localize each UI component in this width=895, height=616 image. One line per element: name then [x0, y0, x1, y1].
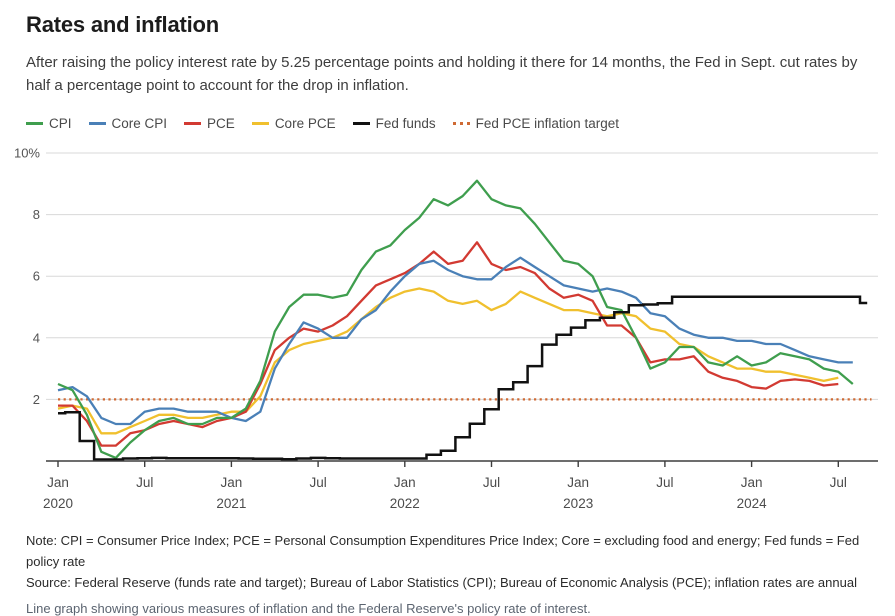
x-axis-month-label: Jul	[656, 475, 673, 490]
x-axis-year-label: 2021	[216, 496, 246, 511]
cpi-line-swatch-icon	[26, 121, 43, 125]
legend-item-fed-pce-target: Fed PCE inflation target	[452, 115, 619, 131]
x-axis-month-label: Jan	[394, 475, 416, 490]
x-axis-month-label: Jan	[221, 475, 243, 490]
legend-label: CPI	[49, 115, 72, 131]
x-axis-month-label: Jan	[47, 475, 69, 490]
legend-label: Fed PCE inflation target	[475, 115, 619, 131]
x-axis-month-label: Jan	[741, 475, 763, 490]
y-axis-tick-label: 4	[33, 330, 40, 345]
legend-item-core-cpi: Core CPI	[88, 115, 168, 131]
x-axis-month-label: Jul	[830, 475, 847, 490]
y-axis-tick-label: 10%	[14, 146, 40, 161]
fed-funds-line-swatch-icon	[352, 121, 370, 125]
legend-label: Fed funds	[375, 115, 436, 131]
chart-source: Source: Federal Reserve (funds rate and …	[26, 575, 857, 591]
chart-legend: CPI Core CPI PCE Core PCE Fed funds Fed …	[26, 114, 869, 132]
x-axis-month-label: Jul	[483, 475, 500, 490]
fed-pce-target-dotted-swatch-icon	[452, 121, 470, 125]
pce-line-swatch-icon	[184, 121, 202, 125]
y-axis-tick-label: 6	[33, 269, 40, 284]
y-axis-tick-label: 2	[33, 392, 40, 407]
x-axis-year-label: 2024	[737, 496, 768, 511]
series-fed-funds	[58, 295, 868, 461]
x-axis-year-label: 2023	[563, 496, 593, 511]
x-axis-year-label: 2020	[43, 496, 73, 511]
core-cpi-line-swatch-icon	[88, 121, 106, 125]
chart-alt-caption: Line graph showing various measures of i…	[26, 601, 591, 616]
line-chart: 10% 8 6 4 2 Jan 2020 Jul Jan 2021 Jul Jan 2022 Jul Jan…	[0, 138, 895, 521]
legend-label: Core PCE	[274, 115, 336, 131]
x-axis-month-label: Jul	[136, 475, 153, 490]
chart-subtitle: After raising the policy interest rate b…	[26, 54, 858, 94]
series-core-cpi	[57, 256, 853, 426]
chart-svg: 10% 8 6 4 2 Jan 2020 Jul Jan 2021 Jul Jan 2022 Jul Jan…	[14, 146, 878, 511]
legend-label: PCE	[207, 115, 235, 131]
legend-item-core-pce: Core PCE	[251, 115, 336, 131]
x-axis-year-label: 2022	[390, 496, 420, 511]
legend-item-cpi: CPI	[26, 116, 72, 131]
chart-note: Note: CPI = Consumer Price Index; PCE = …	[26, 533, 860, 570]
legend-label: Core CPI	[111, 115, 168, 131]
series-cpi	[57, 179, 854, 460]
x-axis-month-label: Jan	[567, 475, 589, 490]
core-pce-line-swatch-icon	[251, 121, 269, 125]
legend-item-fed-funds: Fed funds	[352, 115, 436, 131]
x-axis-month-label: Jul	[309, 475, 326, 490]
y-axis-tick-label: 8	[33, 207, 40, 222]
legend-item-pce: PCE	[184, 116, 235, 131]
series-core-pce	[57, 287, 839, 435]
page-title: Rates and inflation	[26, 12, 219, 37]
